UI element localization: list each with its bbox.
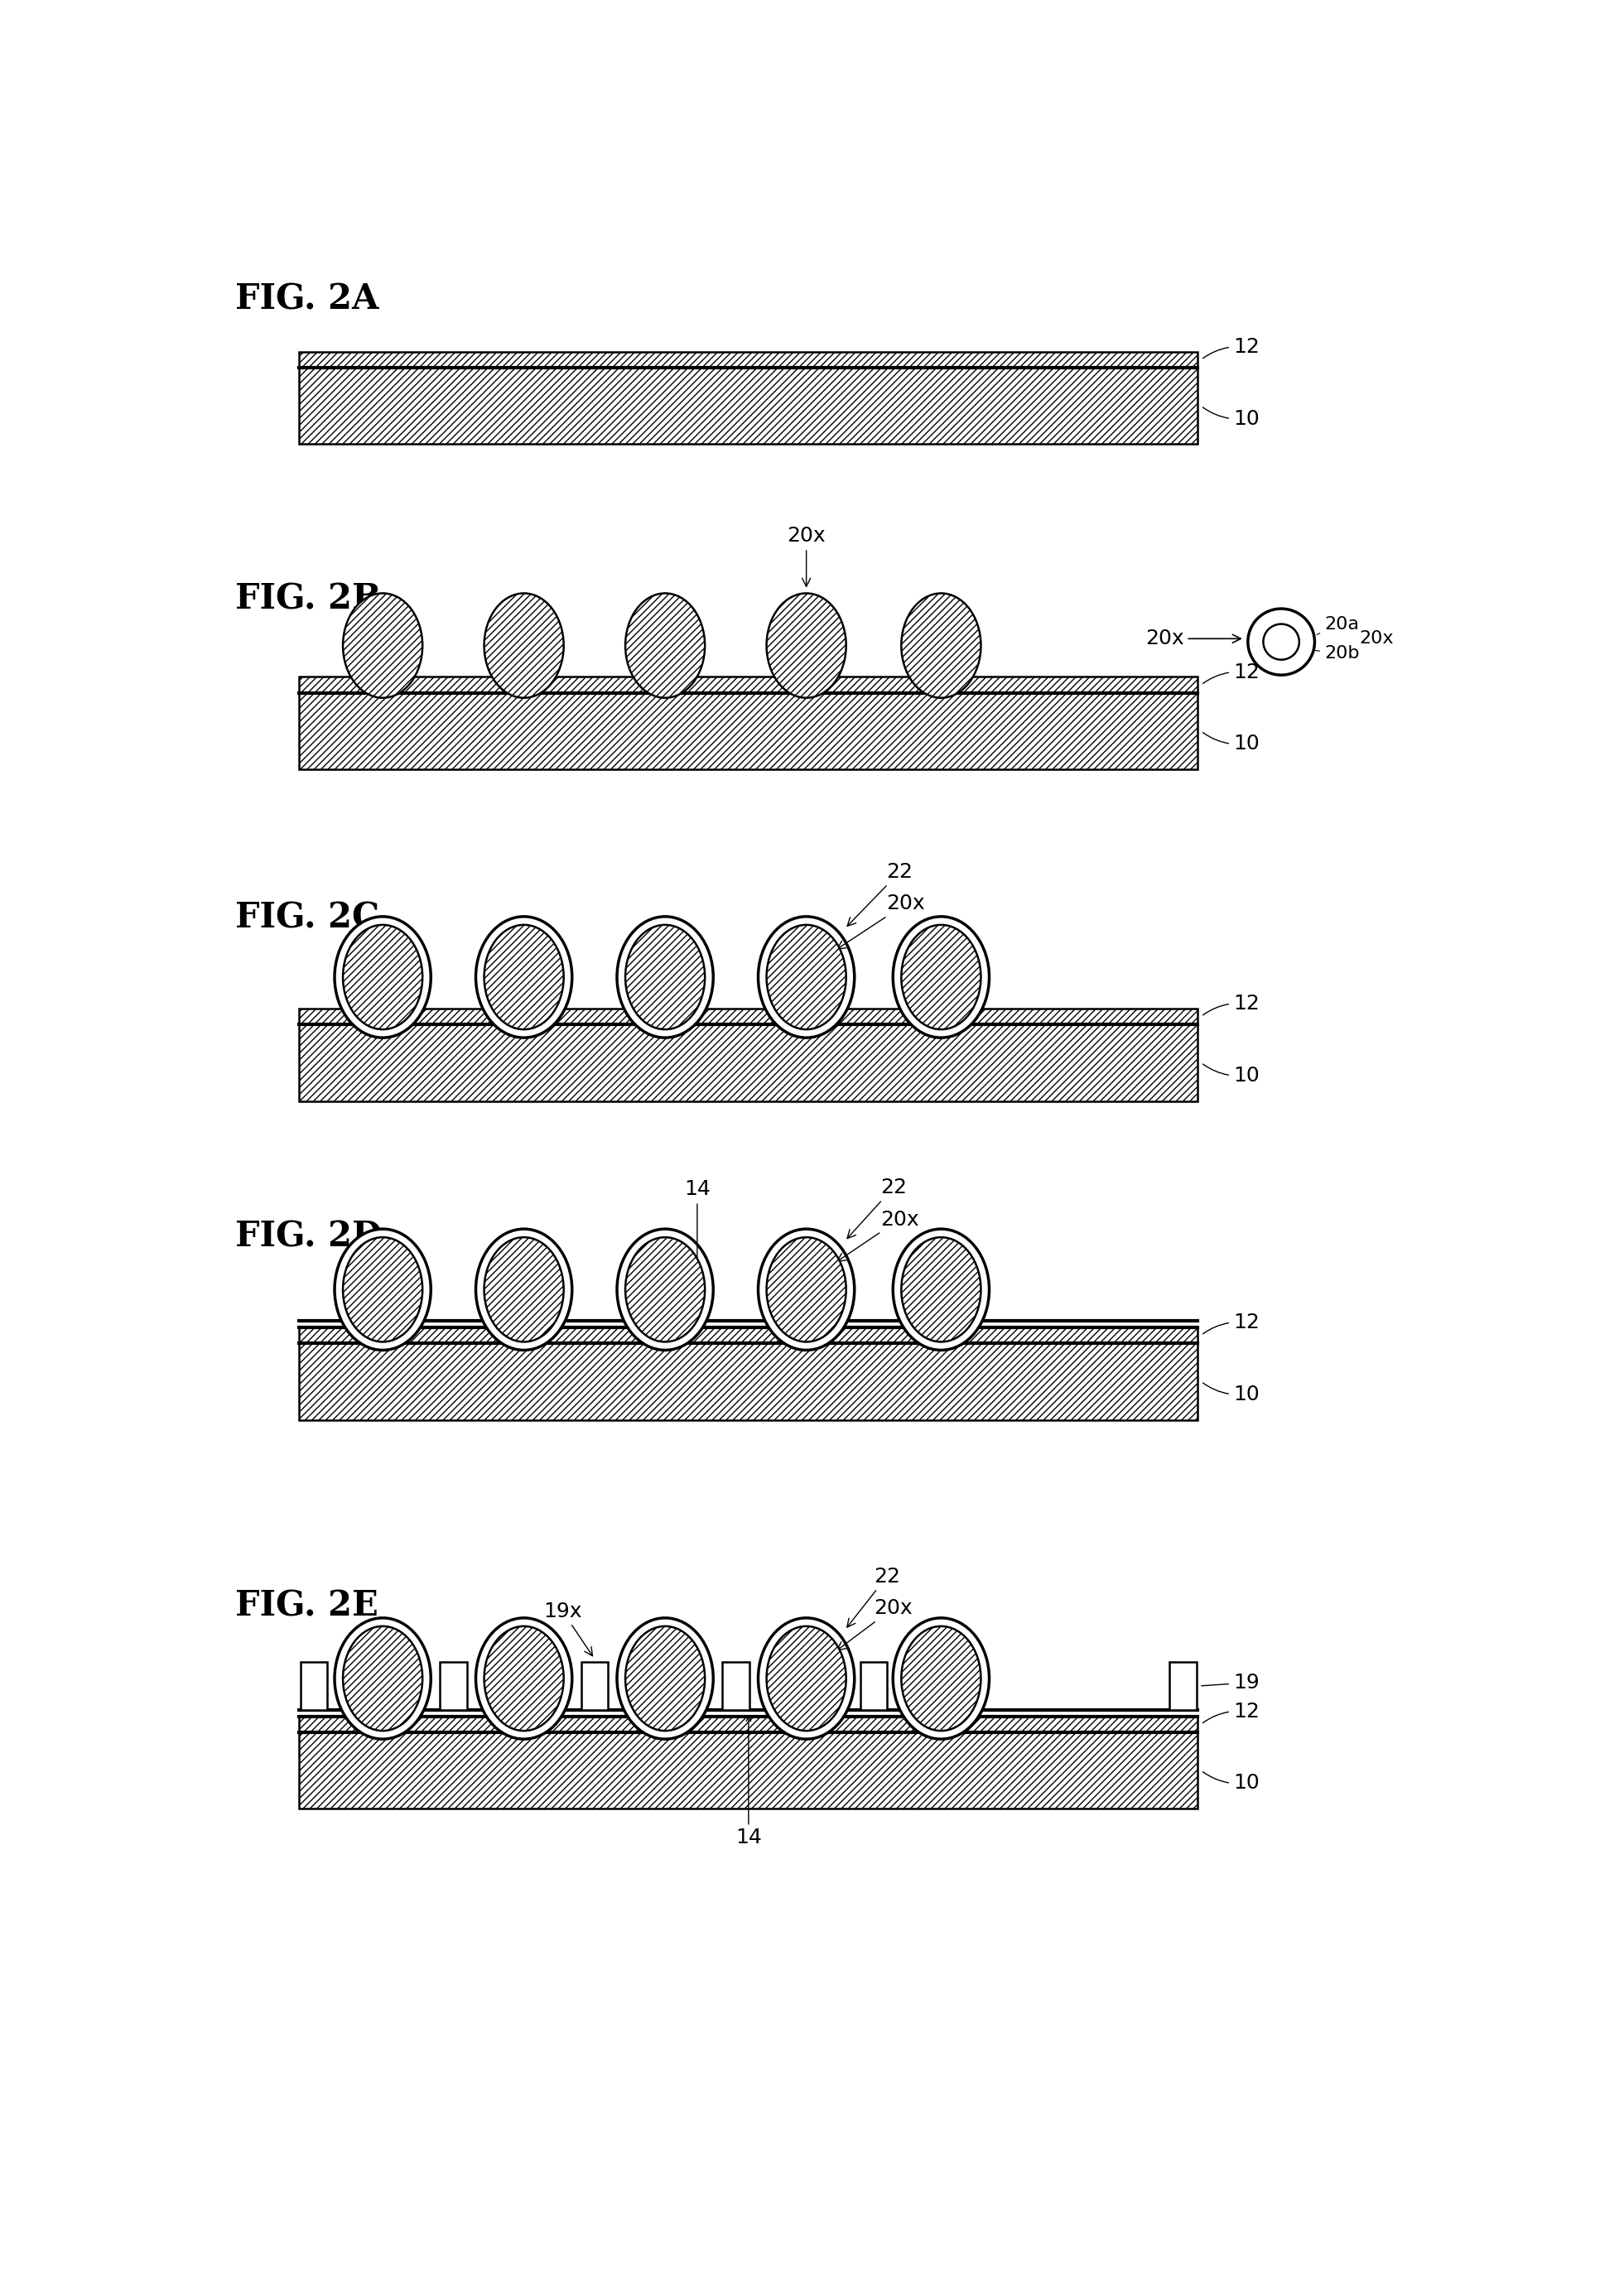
Bar xyxy=(299,1733,1199,1808)
Ellipse shape xyxy=(476,1228,572,1349)
Text: 22: 22 xyxy=(848,863,913,927)
Ellipse shape xyxy=(901,1237,981,1342)
Ellipse shape xyxy=(625,1237,705,1342)
Text: 14: 14 xyxy=(684,1180,710,1320)
Text: 20x: 20x xyxy=(836,895,926,950)
Ellipse shape xyxy=(335,1228,430,1349)
Ellipse shape xyxy=(484,925,564,1030)
Bar xyxy=(861,1662,887,1710)
Text: 20x: 20x xyxy=(1145,628,1241,648)
Ellipse shape xyxy=(893,1619,989,1740)
Bar xyxy=(723,1662,749,1710)
Text: 19x: 19x xyxy=(542,1600,593,1655)
Text: 22: 22 xyxy=(848,1178,906,1237)
Ellipse shape xyxy=(758,1228,854,1349)
Ellipse shape xyxy=(767,594,846,699)
Text: FIG. 2B: FIG. 2B xyxy=(235,582,382,616)
Bar xyxy=(299,352,1199,368)
Ellipse shape xyxy=(484,1625,564,1731)
Ellipse shape xyxy=(343,594,422,699)
Ellipse shape xyxy=(625,1625,705,1731)
Bar xyxy=(1169,1662,1197,1710)
Text: 20b: 20b xyxy=(1296,646,1359,662)
Text: 20x: 20x xyxy=(1359,630,1393,646)
Ellipse shape xyxy=(767,1625,846,1731)
Text: 20x: 20x xyxy=(836,1598,913,1651)
Circle shape xyxy=(1247,610,1314,676)
Bar xyxy=(299,1009,1199,1025)
Bar xyxy=(299,678,1199,692)
Bar xyxy=(299,368,1199,445)
Ellipse shape xyxy=(625,594,705,699)
Text: 10: 10 xyxy=(1203,733,1259,753)
Ellipse shape xyxy=(893,1228,989,1349)
Text: 19: 19 xyxy=(1202,1673,1259,1692)
Bar xyxy=(581,1662,607,1710)
Text: 10: 10 xyxy=(1203,1772,1259,1792)
Text: FIG. 2E: FIG. 2E xyxy=(235,1589,378,1623)
Ellipse shape xyxy=(901,1625,981,1731)
Ellipse shape xyxy=(343,925,422,1030)
Ellipse shape xyxy=(617,915,713,1039)
Text: FIG. 2C: FIG. 2C xyxy=(235,900,380,936)
Bar xyxy=(300,1662,328,1710)
Ellipse shape xyxy=(625,925,705,1030)
Bar xyxy=(299,692,1199,769)
Ellipse shape xyxy=(767,1237,846,1342)
Ellipse shape xyxy=(476,1619,572,1740)
Text: 12: 12 xyxy=(1203,993,1260,1016)
Ellipse shape xyxy=(476,915,572,1039)
Ellipse shape xyxy=(758,1619,854,1740)
Text: 20x: 20x xyxy=(836,1210,919,1262)
Text: FIG. 2D: FIG. 2D xyxy=(235,1219,382,1253)
Text: 10: 10 xyxy=(1203,1064,1259,1084)
Bar xyxy=(440,1662,466,1710)
Ellipse shape xyxy=(484,1237,564,1342)
Text: 20x: 20x xyxy=(788,525,825,587)
Ellipse shape xyxy=(901,925,981,1030)
Text: 10: 10 xyxy=(1203,1383,1259,1404)
Text: 12: 12 xyxy=(1203,662,1260,683)
Bar xyxy=(299,1717,1199,1733)
Bar xyxy=(299,1025,1199,1100)
Ellipse shape xyxy=(758,915,854,1039)
Ellipse shape xyxy=(617,1228,713,1349)
Ellipse shape xyxy=(335,915,430,1039)
Ellipse shape xyxy=(335,1619,430,1740)
Text: FIG. 2A: FIG. 2A xyxy=(235,281,378,317)
Text: 14: 14 xyxy=(736,1826,762,1847)
Ellipse shape xyxy=(484,594,564,699)
Ellipse shape xyxy=(901,594,981,699)
Bar xyxy=(299,1342,1199,1420)
Text: 20a: 20a xyxy=(1317,616,1359,635)
Text: 12: 12 xyxy=(1203,338,1260,358)
Ellipse shape xyxy=(617,1619,713,1740)
Ellipse shape xyxy=(893,915,989,1039)
Text: 12: 12 xyxy=(1203,1313,1260,1333)
Ellipse shape xyxy=(343,1237,422,1342)
Text: 22: 22 xyxy=(848,1566,900,1628)
Text: 12: 12 xyxy=(1203,1701,1260,1724)
Text: 10: 10 xyxy=(1203,406,1259,429)
Ellipse shape xyxy=(343,1625,422,1731)
Bar xyxy=(299,1326,1199,1342)
Ellipse shape xyxy=(767,925,846,1030)
Circle shape xyxy=(1263,623,1299,660)
